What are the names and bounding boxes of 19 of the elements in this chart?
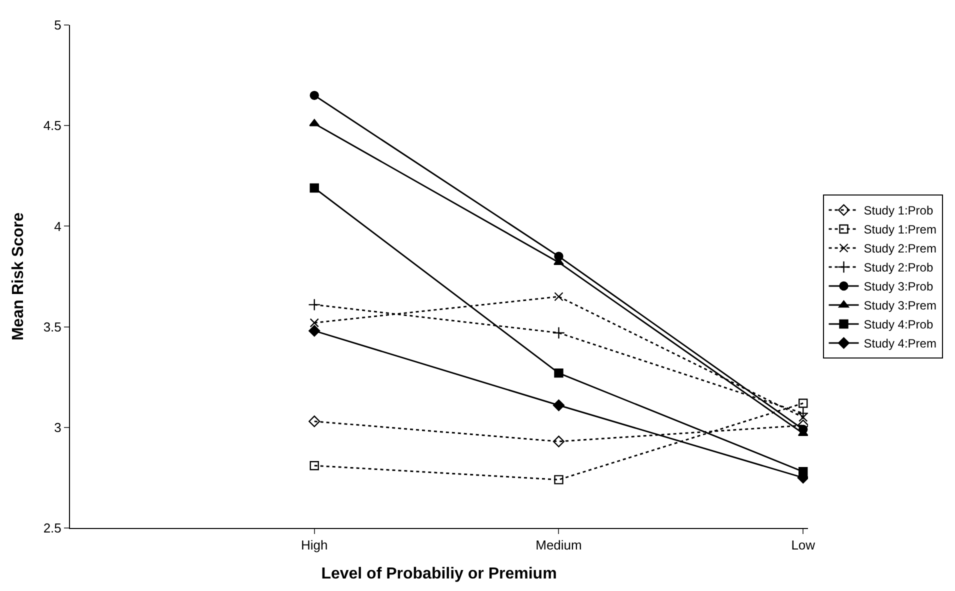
y-tick-label: 5 [54, 18, 62, 33]
x-tick-label: Low [791, 538, 816, 553]
x-tick-label: Medium [536, 538, 582, 553]
y-axis-title: Mean Risk Score [10, 212, 28, 341]
legend-label: Study 4:Prem [864, 336, 936, 351]
y-tick-label: 4 [54, 218, 62, 234]
legend-label: Study 1:Prem [864, 222, 936, 237]
y-tick-label: 2.5 [43, 520, 62, 536]
y-tick-label: 4.5 [43, 118, 62, 134]
legend-label: Study 3:Prem [864, 298, 936, 313]
legend-label: Study 4:Prob [864, 318, 934, 332]
legend-label: Study 2:Prem [864, 242, 936, 256]
x-tick-label: High [300, 538, 328, 553]
x-axis-title: Level of Probabiliy or Premium [321, 565, 557, 582]
legend-label: Study 2:Prob [864, 260, 934, 275]
y-tick-label: 3.5 [43, 319, 62, 334]
y-tick-label: 3 [54, 420, 62, 435]
legend-label: Study 1:Prob [864, 204, 934, 218]
legend-label: Study 3:Prob [864, 280, 934, 294]
